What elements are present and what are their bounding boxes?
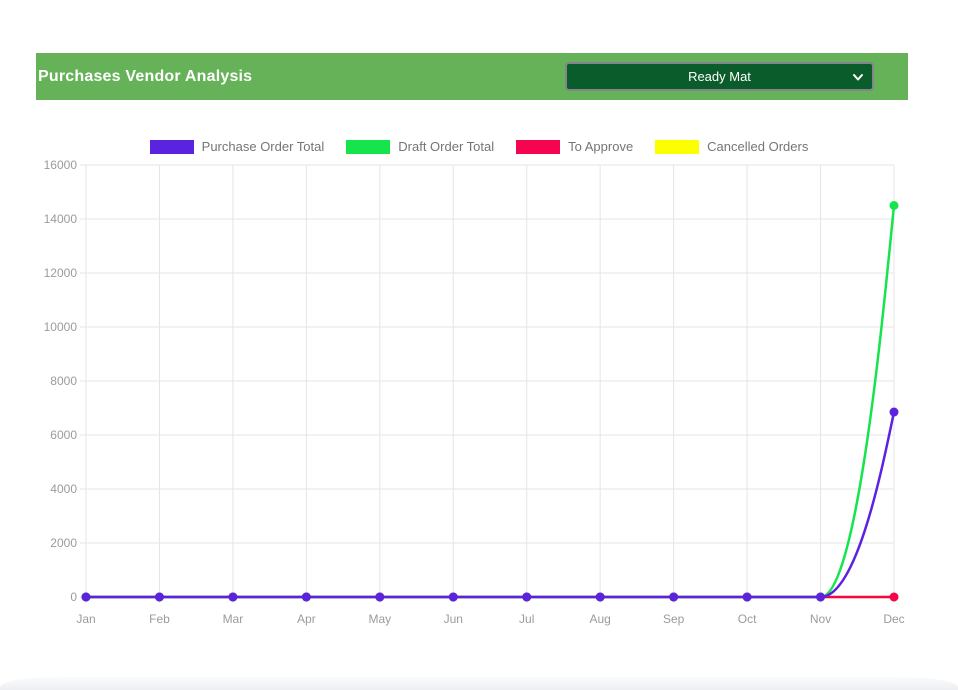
legend-label: Draft Order Total (398, 139, 495, 154)
y-tick-label: 16000 (44, 158, 78, 172)
series-point (228, 592, 238, 602)
bottom-panel-edge (0, 677, 958, 690)
series-point (595, 592, 605, 602)
series-point (154, 592, 164, 602)
legend-label: To Approve (568, 139, 634, 154)
vendor-select-value: Ready Mat (688, 69, 751, 84)
series-point (375, 592, 385, 602)
x-tick-label: Feb (149, 612, 170, 626)
y-tick-label: 10000 (44, 320, 78, 334)
series-point (448, 592, 458, 602)
header-bar: Purchases Vendor Analysis Ready Mat (36, 53, 908, 100)
y-tick-label: 14000 (44, 212, 78, 226)
x-tick-label: Nov (810, 612, 831, 626)
series-line (86, 411, 896, 599)
legend-item[interactable]: To Approve (516, 139, 633, 154)
legend-swatch (149, 139, 194, 154)
legend-item[interactable]: Draft Order Total (346, 139, 494, 154)
x-tick-label: Jun (444, 612, 463, 626)
x-tick-label: Mar (223, 612, 244, 626)
series-point (889, 201, 899, 210)
series-point (742, 592, 752, 602)
series-point (889, 407, 899, 417)
series-point (816, 592, 826, 602)
chevron-down-icon (853, 73, 863, 80)
x-tick-label: Sep (663, 612, 685, 626)
legend-swatch (346, 139, 391, 154)
series-point (669, 592, 679, 602)
series-point (522, 592, 532, 602)
x-tick-label: Apr (297, 612, 316, 626)
legend-swatch (516, 139, 561, 154)
x-tick-label: Oct (738, 612, 757, 626)
chart-legend: Purchase Order Total Draft Order Total To … (0, 139, 958, 154)
y-tick-label: 0 (70, 590, 77, 604)
y-tick-label: 6000 (50, 428, 77, 442)
y-tick-label: 2000 (50, 536, 77, 550)
y-tick-label: 8000 (50, 374, 77, 388)
legend-label: Purchase Order Total (201, 139, 325, 154)
x-tick-label: Jul (519, 612, 534, 626)
legend-item[interactable]: Purchase Order Total (149, 139, 325, 154)
page-title: Purchases Vendor Analysis (38, 67, 253, 85)
x-tick-label: May (368, 612, 391, 626)
series-point (889, 592, 899, 602)
chart-canvas: 0 2000 4000 6000 8000 10000 12000 14000 16000 Jan… (44, 158, 905, 626)
vendor-analysis-chart: Purchase Order Total Draft Order Total To … (0, 130, 958, 645)
legend-swatch (655, 139, 700, 154)
x-tick-label: Aug (590, 612, 611, 626)
series-point (81, 592, 91, 602)
y-tick-label: 12000 (44, 266, 78, 280)
legend-item[interactable]: Cancelled Orders (655, 139, 808, 154)
y-tick-label: 4000 (50, 482, 77, 496)
vendor-select[interactable]: Ready Mat (565, 62, 874, 91)
series-line (86, 205, 896, 599)
x-tick-label: Jan (76, 612, 95, 626)
series-point (301, 592, 311, 602)
x-tick-label: Dec (883, 612, 904, 626)
legend-label: Cancelled Orders (707, 139, 809, 154)
